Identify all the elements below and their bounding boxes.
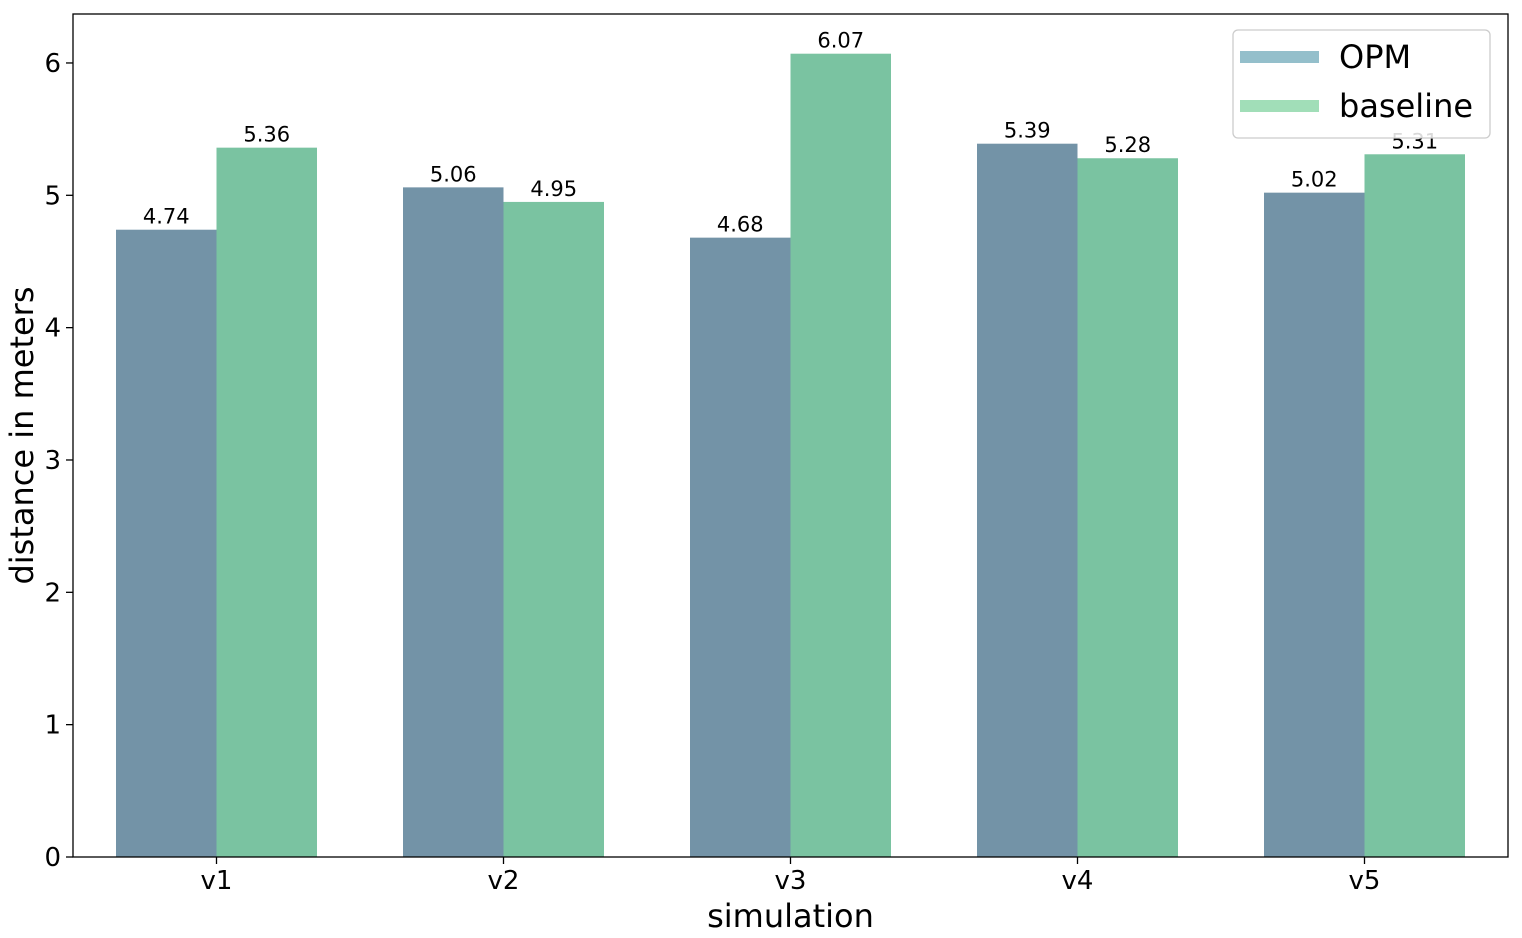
y-tick-label: 3 (44, 446, 61, 476)
bar-opm-v5 (1264, 192, 1365, 857)
data-label-opm-v3: 4.68 (717, 213, 764, 237)
data-label-baseline-v3: 6.07 (817, 29, 864, 53)
x-tick-label-v2: v2 (488, 866, 520, 896)
x-axis: v1 v2 v3 v4 v5 (201, 857, 1381, 896)
y-tick-label: 6 (44, 49, 61, 79)
bars-group (116, 53, 1465, 858)
bar-baseline-v3 (790, 53, 891, 858)
data-label-baseline-v1: 5.36 (243, 123, 290, 147)
data-label-baseline-v2: 4.95 (530, 177, 577, 201)
bar-opm-v1 (116, 229, 217, 858)
legend: OPM baseline (1232, 29, 1491, 139)
data-label-opm-v1: 4.74 (143, 205, 190, 229)
x-tick-label-v4: v4 (1062, 866, 1094, 896)
data-label-opm-v4: 5.39 (1004, 119, 1051, 143)
legend-label-baseline: baseline (1339, 87, 1473, 125)
bar-baseline-v2 (503, 201, 604, 857)
y-tick-label: 0 (44, 843, 61, 873)
data-labels-group: 4.745.064.685.395.025.364.956.075.28 5.31 (143, 29, 1438, 237)
data-label-opm-v5: 5.02 (1291, 168, 1338, 192)
x-tick-label-v5: v5 (1349, 866, 1381, 896)
x-axis-label: simulation (707, 897, 874, 935)
y-axis: 0 1 2 3 4 5 6 (44, 49, 73, 873)
x-tick-label-v1: v1 (201, 866, 233, 896)
y-tick-label: 4 (44, 314, 61, 344)
legend-swatch-opm (1240, 51, 1319, 63)
bar-baseline-v5 (1364, 154, 1465, 858)
y-axis-label: distance in meters (3, 286, 41, 584)
data-label-baseline-v4: 5.28 (1104, 133, 1151, 157)
data-label-opm-v2: 5.06 (430, 162, 477, 186)
x-tick-label-v3: v3 (775, 866, 807, 896)
bar-opm-v2 (403, 187, 504, 858)
y-tick-label: 5 (44, 181, 61, 211)
bar-opm-v4 (977, 143, 1078, 857)
legend-swatch-baseline (1240, 100, 1319, 112)
y-tick-label: 1 (44, 711, 61, 741)
bar-baseline-v1 (216, 147, 317, 857)
bar-opm-v3 (690, 237, 791, 857)
legend-label-opm: OPM (1339, 38, 1411, 76)
bar-baseline-v4 (1077, 158, 1178, 857)
y-tick-label: 2 (44, 578, 61, 608)
